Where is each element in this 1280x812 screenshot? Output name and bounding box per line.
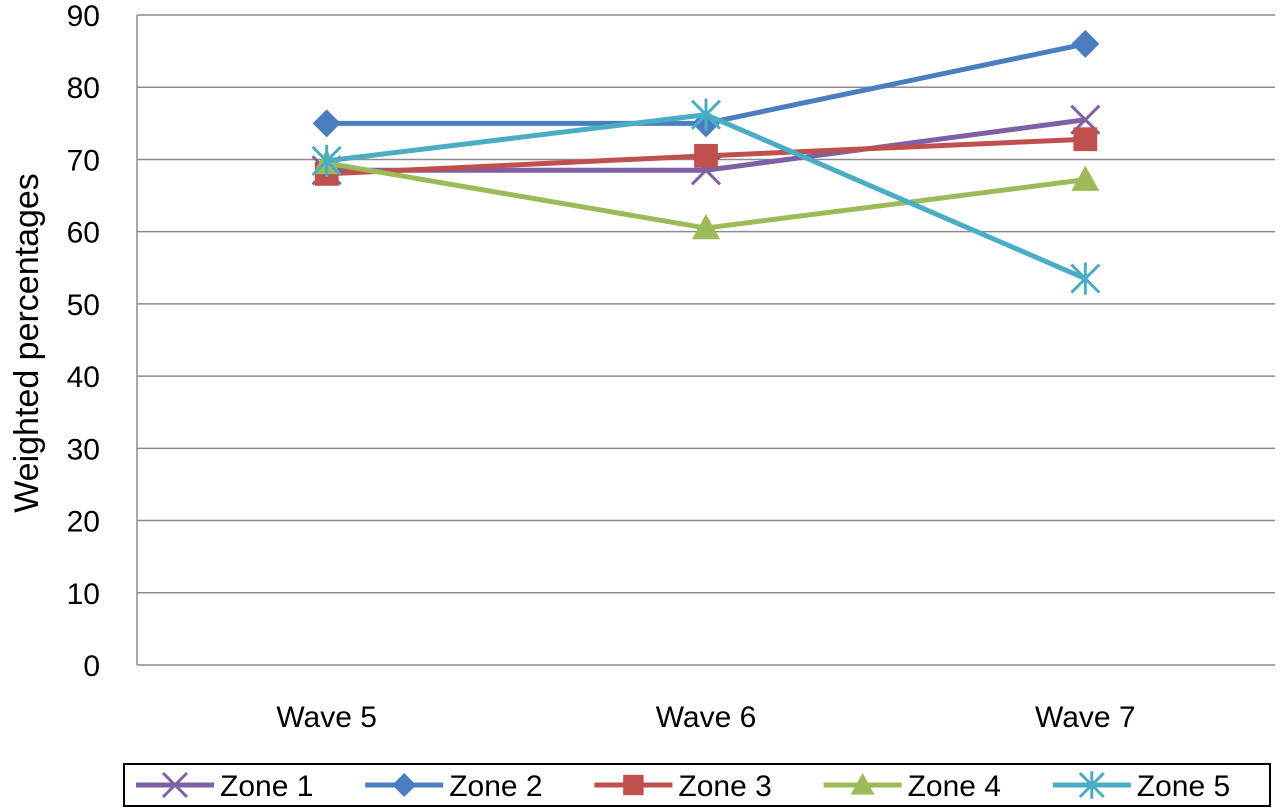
legend-entry: Zone 1 — [136, 770, 313, 803]
y-tick-labels: 0 10 20 30 40 50 60 70 80 90 — [67, 0, 100, 683]
data-point — [1071, 29, 1100, 58]
y-tick-label: 70 — [67, 144, 100, 177]
diamond-marker — [312, 109, 341, 138]
y-tick-label: 80 — [67, 72, 100, 105]
x-tick-label: Wave 7 — [1035, 701, 1136, 734]
y-tick-label: 20 — [67, 506, 100, 539]
x-tick-label: Wave 6 — [656, 701, 757, 734]
series-5 — [311, 98, 1101, 295]
triangle-marker — [1071, 165, 1100, 191]
legend-entry: Zone 2 — [365, 770, 543, 803]
square-marker — [694, 143, 718, 168]
diamond-marker — [1071, 29, 1100, 58]
axes — [136, 15, 1275, 666]
asterisk-marker — [311, 144, 342, 177]
x-tick-labels: Wave 5 Wave 6 Wave 7 — [276, 701, 1135, 734]
data-point — [1073, 127, 1098, 152]
series-3 — [314, 127, 1098, 186]
y-tick-label: 40 — [67, 361, 100, 394]
legend-label: Zone 1 — [220, 770, 313, 803]
data-point — [312, 109, 341, 138]
data-point — [311, 144, 342, 177]
asterisk-marker — [1078, 771, 1105, 799]
legend-entry: Zone 3 — [594, 770, 772, 803]
legend: Zone 1 Zone 2 Zone 3 Zone 4 Zone 5 — [123, 763, 1271, 807]
series-group — [311, 29, 1101, 295]
y-tick-label: 30 — [67, 433, 100, 466]
legend-label: Zone 4 — [908, 770, 1001, 803]
legend-label: Zone 3 — [678, 770, 771, 803]
data-point — [692, 214, 720, 240]
y-tick-label: 50 — [67, 289, 100, 322]
asterisk-marker — [1070, 262, 1101, 295]
asterisk-marker — [690, 98, 722, 131]
x-marker — [161, 771, 189, 799]
y-tick-label: 10 — [67, 578, 100, 611]
triangle-marker — [692, 214, 720, 240]
square-marker — [1073, 127, 1098, 152]
diamond-marker — [392, 773, 417, 797]
data-point — [1071, 165, 1100, 191]
data-point — [1070, 262, 1101, 295]
triangle-marker — [850, 773, 875, 795]
square-marker — [623, 774, 644, 796]
y-tick-label: 60 — [67, 217, 100, 250]
data-point — [690, 98, 722, 131]
y-tick-label: 0 — [83, 650, 100, 683]
legend-entry: Zone 5 — [1052, 770, 1230, 803]
legend-label: Zone 5 — [1137, 770, 1230, 803]
y-tick-label: 90 — [67, 0, 100, 33]
data-point — [694, 143, 718, 168]
y-axis-title: Weighted percentages — [8, 173, 46, 513]
legend-entry: Zone 4 — [823, 770, 1001, 803]
x-tick-label: Wave 5 — [276, 701, 377, 734]
legend-label: Zone 2 — [449, 770, 542, 803]
